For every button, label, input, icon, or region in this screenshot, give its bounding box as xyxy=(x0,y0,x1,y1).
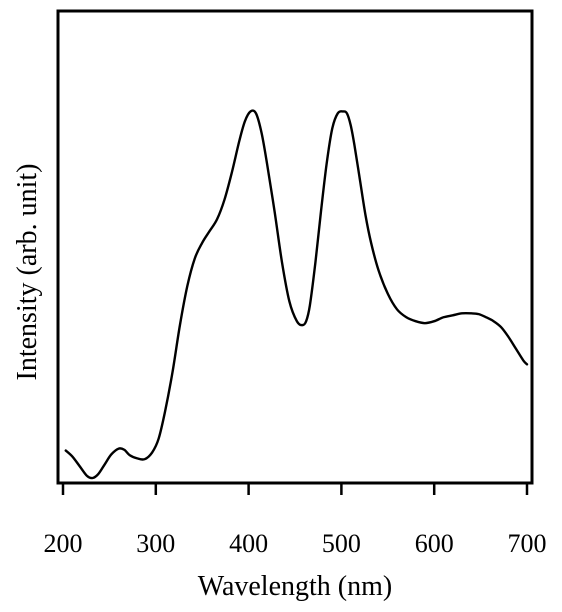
x-tick-label-200: 200 xyxy=(44,529,83,558)
plot-frame xyxy=(56,9,534,485)
y-axis-title: Intensity (arb. unit) xyxy=(12,164,43,381)
x-tick-label-300: 300 xyxy=(136,529,175,558)
x-tick-label-500: 500 xyxy=(322,529,361,558)
x-tick-label-400: 400 xyxy=(229,529,268,558)
x-tick-label-600: 600 xyxy=(415,529,454,558)
x-axis-title: Wavelength (nm) xyxy=(198,571,392,602)
x-axis-ticks xyxy=(61,483,529,495)
x-axis-tick-labels: 200 300 400 500 600 700 xyxy=(44,529,547,558)
intensity-curve xyxy=(64,109,529,480)
x-tick-label-700: 700 xyxy=(508,529,547,558)
